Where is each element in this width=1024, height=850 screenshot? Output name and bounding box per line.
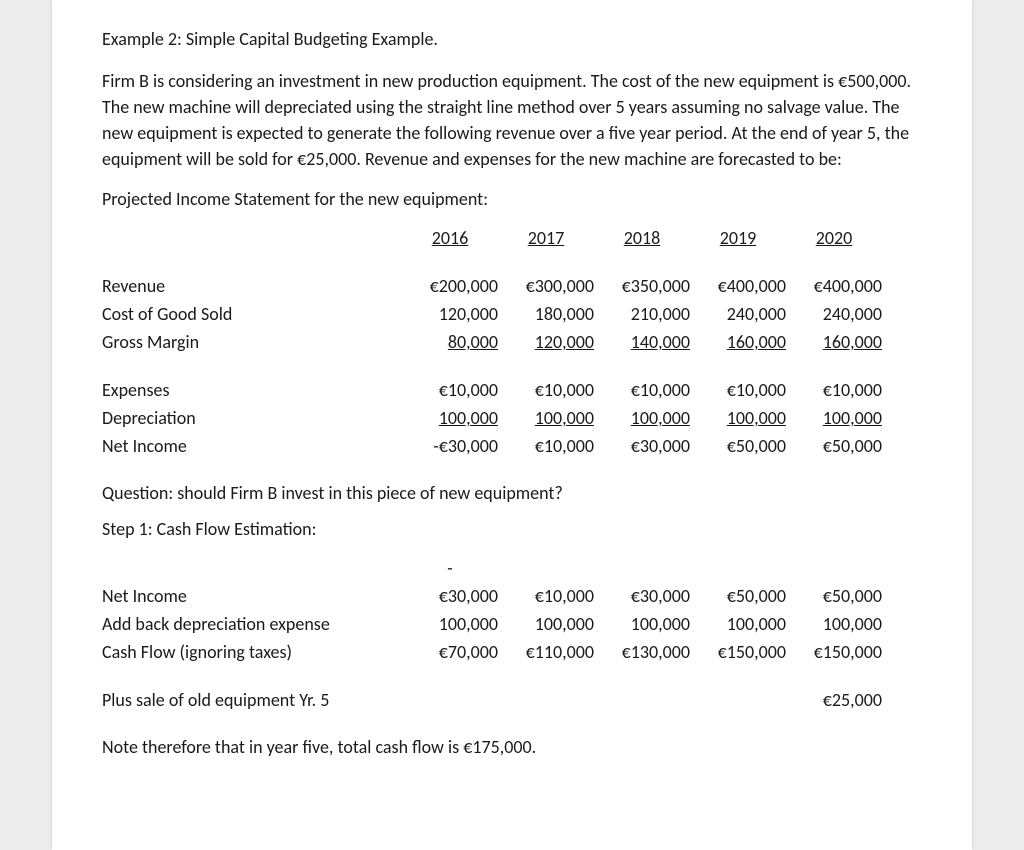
revenue-2017: €300,000 <box>498 272 594 300</box>
net-income-2016: -€30,000 <box>402 432 498 460</box>
col-year-2020: 2020 <box>786 224 882 252</box>
dash-row: - <box>102 554 882 582</box>
addback-2017: 100,000 <box>498 610 594 638</box>
cogs-2017: 180,000 <box>498 300 594 328</box>
depreciation-label: Depreciation <box>102 404 402 432</box>
addback-2016: 100,000 <box>402 610 498 638</box>
cf-net-income-row: Net Income €30,000 €10,000 €30,000 €50,0… <box>102 582 882 610</box>
depreciation-2017: 100,000 <box>498 404 594 432</box>
sale-2020: €25,000 <box>786 686 882 714</box>
year-header-row: 2016 2017 2018 2019 2020 <box>102 224 882 252</box>
expenses-2020: €10,000 <box>786 376 882 404</box>
cash-flow-2020: €150,000 <box>786 638 882 666</box>
cogs-2020: 240,000 <box>786 300 882 328</box>
intro-paragraph: Firm B is considering an investment in n… <box>102 68 922 172</box>
cf-net-income-2018: €30,000 <box>594 582 690 610</box>
depreciation-row: Depreciation 100,000 100,000 100,000 100… <box>102 404 882 432</box>
cogs-2018: 210,000 <box>594 300 690 328</box>
net-income-2019: €50,000 <box>690 432 786 460</box>
depreciation-2016: 100,000 <box>402 404 498 432</box>
cf-net-income-2019: €50,000 <box>690 582 786 610</box>
sale-row: Plus sale of old equipment Yr. 5 €25,000 <box>102 686 882 714</box>
cogs-label: Cost of Good Sold <box>102 300 402 328</box>
addback-2020: 100,000 <box>786 610 882 638</box>
cash-flow-label: Cash Flow (ignoring taxes) <box>102 638 402 666</box>
expenses-row: Expenses €10,000 €10,000 €10,000 €10,000… <box>102 376 882 404</box>
col-year-2019: 2019 <box>690 224 786 252</box>
gross-margin-2020: 160,000 <box>786 328 882 356</box>
cogs-row: Cost of Good Sold 120,000 180,000 210,00… <box>102 300 882 328</box>
net-income-2018: €30,000 <box>594 432 690 460</box>
expenses-2016: €10,000 <box>402 376 498 404</box>
gross-margin-2016: 80,000 <box>402 328 498 356</box>
sale-label: Plus sale of old equipment Yr. 5 <box>102 686 402 714</box>
cash-flow-table: - Net Income €30,000 €10,000 €30,000 €50… <box>102 554 882 714</box>
cf-net-income-2016: €30,000 <box>402 582 498 610</box>
gross-margin-2019: 160,000 <box>690 328 786 356</box>
gross-margin-label: Gross Margin <box>102 328 402 356</box>
col-year-2016: 2016 <box>402 224 498 252</box>
depreciation-2019: 100,000 <box>690 404 786 432</box>
net-income-row: Net Income -€30,000 €10,000 €30,000 €50,… <box>102 432 882 460</box>
addback-row: Add back depreciation expense 100,000 10… <box>102 610 882 638</box>
depreciation-2020: 100,000 <box>786 404 882 432</box>
addback-2018: 100,000 <box>594 610 690 638</box>
cogs-2016: 120,000 <box>402 300 498 328</box>
revenue-2019: €400,000 <box>690 272 786 300</box>
question-text: Question: should Firm B invest in this p… <box>102 482 922 504</box>
cash-flow-row: Cash Flow (ignoring taxes) €70,000 €110,… <box>102 638 882 666</box>
step-1-heading: Step 1: Cash Flow Estimation: <box>102 518 922 540</box>
net-income-2020: €50,000 <box>786 432 882 460</box>
note-text: Note therefore that in year five, total … <box>102 736 922 758</box>
col-year-2017: 2017 <box>498 224 594 252</box>
example-title: Example 2: Simple Capital Budgeting Exam… <box>102 28 922 50</box>
expenses-label: Expenses <box>102 376 402 404</box>
gross-margin-row: Gross Margin 80,000 120,000 140,000 160,… <box>102 328 882 356</box>
revenue-2020: €400,000 <box>786 272 882 300</box>
cash-flow-2018: €130,000 <box>594 638 690 666</box>
cash-flow-2016: €70,000 <box>402 638 498 666</box>
expenses-2017: €10,000 <box>498 376 594 404</box>
income-statement-table: 2016 2017 2018 2019 2020 Revenue €200,00… <box>102 224 882 460</box>
cf-net-income-2020: €50,000 <box>786 582 882 610</box>
cogs-2019: 240,000 <box>690 300 786 328</box>
depreciation-2018: 100,000 <box>594 404 690 432</box>
revenue-row: Revenue €200,000 €300,000 €350,000 €400,… <box>102 272 882 300</box>
cash-flow-2017: €110,000 <box>498 638 594 666</box>
addback-2019: 100,000 <box>690 610 786 638</box>
net-income-2017: €10,000 <box>498 432 594 460</box>
cf-net-income-label: Net Income <box>102 582 402 610</box>
cf-net-income-2017: €10,000 <box>498 582 594 610</box>
dash-mark: - <box>402 554 498 582</box>
col-year-2018: 2018 <box>594 224 690 252</box>
net-income-label: Net Income <box>102 432 402 460</box>
gross-margin-2017: 120,000 <box>498 328 594 356</box>
expenses-2019: €10,000 <box>690 376 786 404</box>
expenses-2018: €10,000 <box>594 376 690 404</box>
gross-margin-2018: 140,000 <box>594 328 690 356</box>
cash-flow-2019: €150,000 <box>690 638 786 666</box>
revenue-label: Revenue <box>102 272 402 300</box>
revenue-2018: €350,000 <box>594 272 690 300</box>
document-page: Example 2: Simple Capital Budgeting Exam… <box>52 0 972 850</box>
revenue-2016: €200,000 <box>402 272 498 300</box>
addback-label: Add back depreciation expense <box>102 610 402 638</box>
income-statement-heading: Projected Income Statement for the new e… <box>102 188 922 210</box>
